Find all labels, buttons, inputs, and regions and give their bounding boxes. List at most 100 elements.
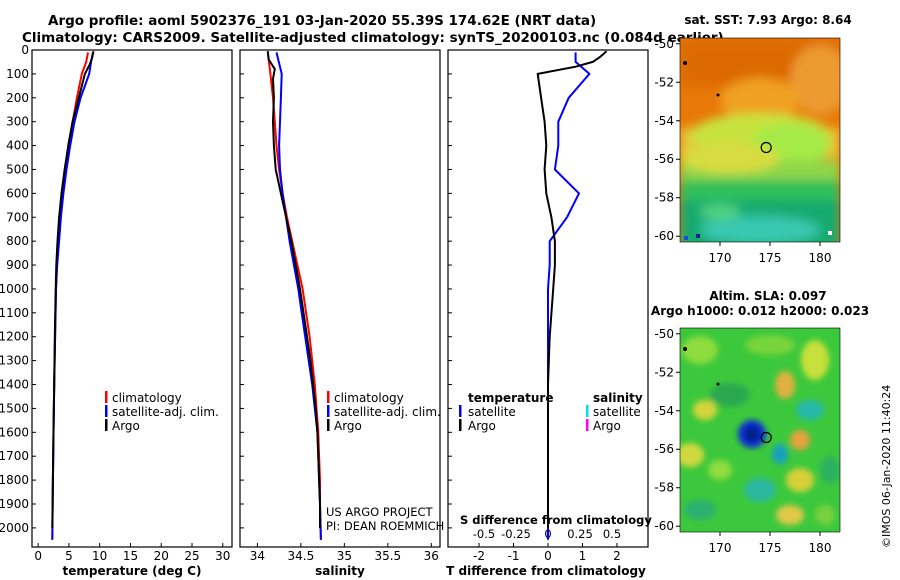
legend-label-argo: Argo xyxy=(112,419,140,433)
t-difference-xlabel: T difference from climatology xyxy=(446,564,646,578)
depth-tick-label: 1800 xyxy=(0,473,29,487)
map-lon-label: 175 xyxy=(759,541,782,555)
sla-map xyxy=(680,328,840,532)
legend-label-climatology: climatology xyxy=(112,391,182,405)
sst-map-title: sat. SST: 7.93 Argo: 8.64 xyxy=(684,13,851,27)
credit-project: US ARGO PROJECT xyxy=(326,505,434,519)
sst-map-frame xyxy=(679,37,841,243)
depth-tick-label: 200 xyxy=(6,91,29,105)
legend-swatch-s-satellite xyxy=(586,405,589,417)
sst-map xyxy=(680,38,840,242)
s-diff-tick-label: -0.25 xyxy=(501,527,531,541)
legend-swatch-t-argo xyxy=(459,419,462,431)
figure-title-line1: Argo profile: aoml 5902376_191 03-Jan-20… xyxy=(48,13,596,29)
series-line-climatology xyxy=(266,52,322,540)
x-tick-label: 0 xyxy=(544,549,552,563)
depth-tick-label: 1200 xyxy=(0,330,29,344)
legend-title-temperature: temperature xyxy=(468,391,553,405)
depth-tick-label: 1300 xyxy=(0,354,29,368)
credit-pi: PI: DEAN ROEMMICH xyxy=(326,519,444,533)
legend-swatch-s-argo xyxy=(586,419,589,431)
sla-map-subtitle: Argo h1000: 0.012 h2000: 0.023 xyxy=(651,304,869,318)
argo-position-marker xyxy=(760,141,772,154)
depth-tick-label: 1600 xyxy=(0,425,29,439)
temperature-xlabel: temperature (deg C) xyxy=(63,564,202,578)
x-tick-label: 36 xyxy=(424,549,439,563)
legend-label-argo: Argo xyxy=(334,419,362,433)
series-line-argo xyxy=(51,51,95,528)
depth-tick-label: 1000 xyxy=(0,282,29,296)
series-line-climatology xyxy=(51,52,89,540)
map-lat-label: -60 xyxy=(654,519,674,533)
depth-tick-label: 100 xyxy=(6,67,29,81)
x-tick-label: 25 xyxy=(184,549,199,563)
map-lat-label: -58 xyxy=(654,481,674,495)
x-tick-label: -1 xyxy=(508,549,520,563)
x-tick-label: 34 xyxy=(250,549,265,563)
legend-swatch-climatology xyxy=(105,391,108,403)
legend-label-s-satellite: satellite xyxy=(593,405,641,419)
x-tick-label: 34.5 xyxy=(288,549,315,563)
depth-tick-label: 400 xyxy=(6,139,29,153)
depth-tick-label: 500 xyxy=(6,162,29,176)
s-diff-tick-label: -0.5 xyxy=(473,527,495,541)
argo-position-marker xyxy=(760,431,772,444)
map-lat-label: -60 xyxy=(654,229,674,243)
depth-tick-label: 600 xyxy=(6,186,29,200)
legend-label-t-argo: Argo xyxy=(468,419,496,433)
map-lon-label: 175 xyxy=(759,251,782,265)
depth-tick-label: 1100 xyxy=(0,306,29,320)
legend-label-satellite: satellite-adj. clim. xyxy=(112,405,219,419)
legend-label-s-argo: Argo xyxy=(593,419,621,433)
x-tick-label: 5 xyxy=(65,549,73,563)
map-lon-label: 180 xyxy=(809,541,832,555)
x-tick-label: 35 xyxy=(337,549,352,563)
depth-tick-label: 2000 xyxy=(0,521,29,535)
legend-label-t-satellite: satellite xyxy=(468,405,516,419)
legend-swatch-t-satellite xyxy=(459,405,462,417)
map-lat-label: -54 xyxy=(654,404,674,418)
map-lat-label: -52 xyxy=(654,75,674,89)
map-lon-label: 170 xyxy=(709,251,732,265)
salinity-legend: climatology satellite-adj. clim. Argo xyxy=(327,391,441,433)
legend-swatch-argo xyxy=(327,419,330,431)
x-tick-label: 10 xyxy=(92,549,107,563)
imos-watermark: ©IMOS 06-Jan-2020 11:40:24 xyxy=(880,385,893,548)
sla-map-title: Altim. SLA: 0.097 xyxy=(709,289,826,303)
map-lat-label: -56 xyxy=(654,152,674,166)
map-lat-label: -58 xyxy=(654,191,674,205)
legend-title-salinity: salinity xyxy=(593,391,643,405)
legend-swatch-climatology xyxy=(327,391,330,403)
depth-tick-label: 0 xyxy=(21,43,29,57)
legend-label-climatology: climatology xyxy=(334,391,404,405)
s-diff-tick-label: 0.5 xyxy=(603,527,621,541)
map-lon-label: 170 xyxy=(709,541,732,555)
sla-map-frame xyxy=(679,327,841,533)
depth-tick-label: 900 xyxy=(6,258,29,272)
series-line-t-satellite xyxy=(547,52,591,540)
series-line-t-argo xyxy=(536,50,608,528)
map-lat-label: -50 xyxy=(654,327,674,341)
s-diff-tick-label: 0.25 xyxy=(567,527,593,541)
temperature-legend: climatology satellite-adj. clim. Argo xyxy=(105,391,219,433)
legend-swatch-satellite xyxy=(327,405,330,417)
difference-legend: temperature satellite Argo salinity sate… xyxy=(459,391,652,527)
depth-tick-label: 700 xyxy=(6,210,29,224)
map-lat-label: -54 xyxy=(654,114,674,128)
depth-tick-label: 1900 xyxy=(0,497,29,511)
x-tick-label: 2 xyxy=(613,549,621,563)
depth-tick-label: 1700 xyxy=(0,449,29,463)
legend-label-satellite: satellite-adj. clim. xyxy=(334,405,441,419)
salinity-xlabel: salinity xyxy=(315,564,365,578)
legend-swatch-argo xyxy=(105,419,108,431)
x-tick-label: 35.5 xyxy=(374,549,401,563)
legend-swatch-satellite xyxy=(105,405,108,417)
x-tick-label: -2 xyxy=(473,549,485,563)
temperature-panel xyxy=(31,49,233,548)
map-lat-label: -52 xyxy=(654,365,674,379)
map-lat-label: -56 xyxy=(654,442,674,456)
x-tick-label: 1 xyxy=(579,549,587,563)
salinity-panel xyxy=(239,49,441,548)
map-lat-label: -50 xyxy=(654,37,674,51)
